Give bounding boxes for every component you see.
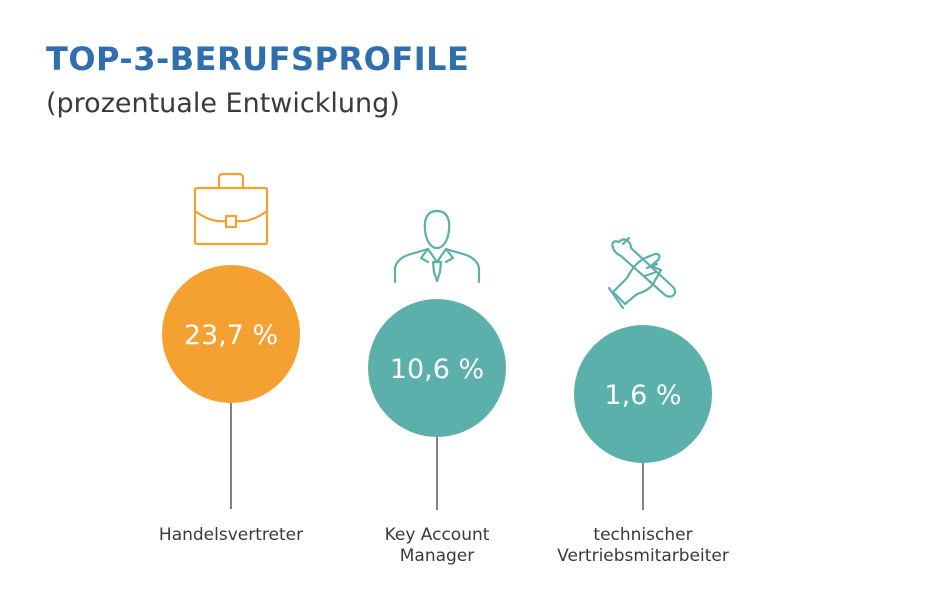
category-label-line: Vertriebsmitarbeiter — [557, 546, 729, 566]
value-label: 23,7 % — [184, 320, 278, 351]
category-label-line: Manager — [400, 546, 475, 566]
category-label-line: technischer — [593, 525, 692, 545]
value-circle — [162, 265, 300, 403]
category-label-line: Key Account — [385, 525, 490, 545]
profile-item: 23,7 % Handelsvertreter — [159, 172, 303, 545]
category-label: Handelsvertreter — [159, 525, 303, 545]
wrench-hand-icon — [607, 236, 677, 310]
category-label: Key Account Manager — [385, 525, 490, 566]
category-label: technischer Vertriebsmitarbeiter — [557, 525, 729, 566]
category-label-line: Handelsvertreter — [159, 525, 303, 545]
page-subtitle: (prozentuale Entwicklung) — [46, 88, 400, 119]
profile-item: 10,6 % Key Account Manager — [368, 209, 506, 566]
value-label: 10,6 % — [390, 354, 484, 385]
briefcase-icon — [193, 172, 269, 246]
value-label: 1,6 % — [604, 380, 681, 411]
value-circle — [574, 325, 712, 463]
profile-item: 1,6 % technischer Vertriebsmitarbeiter — [557, 236, 729, 566]
businessman-icon — [393, 209, 481, 284]
value-circle — [368, 299, 506, 437]
page-title: TOP-3-BERUFSPROFILE — [46, 40, 470, 78]
